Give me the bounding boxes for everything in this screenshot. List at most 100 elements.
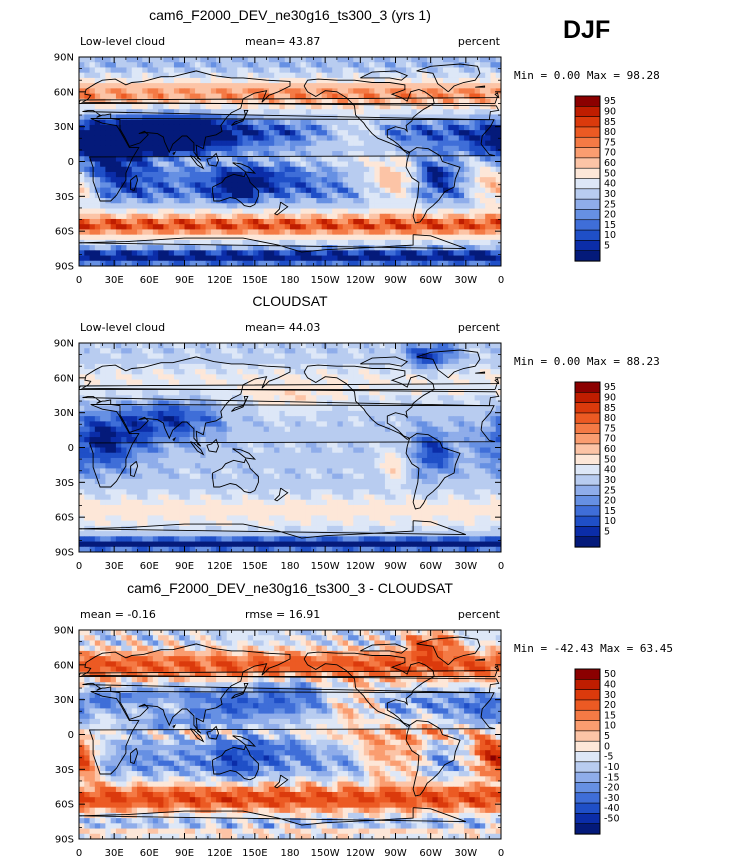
map-cell: [247, 400, 254, 407]
map-cell: [242, 405, 249, 412]
map-cell: [94, 119, 101, 126]
map-cell: [332, 353, 338, 360]
map-cell: [474, 416, 481, 422]
map-cell: [411, 224, 417, 230]
map-cell: [485, 353, 491, 360]
map-cell: [395, 171, 402, 178]
map-cell: [442, 57, 449, 63]
map-cell: [490, 114, 497, 121]
map-cell: [216, 379, 222, 386]
map-cell: [390, 416, 396, 422]
map-cell: [348, 358, 354, 365]
map-cell: [427, 77, 433, 84]
map-cell: [152, 192, 159, 199]
map-cell: [121, 177, 127, 183]
map-cell: [210, 379, 217, 386]
map-cell: [326, 224, 333, 230]
map-cell: [421, 67, 428, 74]
map-cell: [353, 239, 359, 246]
map-cell: [184, 384, 191, 391]
map-cell: [321, 416, 328, 422]
map-cell: [406, 187, 412, 194]
map-cell: [485, 177, 491, 183]
map-cell: [84, 77, 90, 84]
map-cell: [305, 395, 312, 401]
map-cell: [195, 384, 201, 391]
map-cell: [464, 93, 470, 100]
map-cell: [411, 83, 417, 89]
coastline: [360, 70, 409, 81]
map-cell: [363, 343, 370, 349]
map-cell: [400, 161, 407, 168]
map-cell: [485, 255, 491, 262]
map-cell: [242, 353, 249, 360]
map-cell: [284, 239, 291, 246]
map-cell: [121, 67, 127, 74]
map-cell: [353, 145, 359, 152]
map-cell: [342, 62, 349, 68]
map-cell: [300, 151, 307, 157]
map-cell: [137, 156, 143, 162]
map-cell: [421, 353, 428, 360]
map-cell: [421, 124, 428, 131]
map-cell: [353, 135, 359, 142]
map-cell: [474, 171, 481, 178]
map-cell: [311, 208, 317, 215]
map-cell: [485, 260, 491, 267]
map-cell: [100, 114, 106, 121]
map-cell: [432, 405, 439, 412]
map-cell: [79, 166, 85, 173]
map-cell: [126, 208, 133, 215]
map-cell: [94, 140, 101, 147]
map-cell: [453, 182, 460, 189]
map-cell: [437, 151, 444, 157]
map-cell: [89, 203, 96, 209]
map-cell: [469, 161, 476, 168]
map-cell: [205, 426, 212, 433]
map-cell: [374, 67, 381, 74]
map-cell: [247, 124, 254, 131]
map-cell: [226, 250, 233, 256]
map-cell: [179, 410, 185, 417]
map-cell: [411, 384, 417, 391]
map-cell: [316, 124, 323, 131]
map-cell: [216, 229, 222, 236]
map-cell: [100, 358, 106, 365]
map-cell: [406, 363, 412, 370]
map-cell: [163, 93, 170, 100]
map-cell: [179, 203, 185, 209]
map-cell: [469, 410, 476, 417]
map-cell: [163, 119, 170, 126]
map-cell: [390, 405, 396, 412]
map-cell: [158, 72, 164, 79]
map-cell: [453, 192, 460, 199]
map-cell: [353, 192, 359, 199]
map-cell: [242, 182, 249, 189]
map-cell: [421, 218, 428, 225]
map-cell: [184, 358, 191, 365]
map-cell: [295, 135, 301, 142]
map-cell: [231, 374, 238, 380]
map-cell: [110, 83, 117, 89]
map-cell: [205, 104, 212, 110]
map-cell: [458, 245, 465, 251]
map-cell: [369, 156, 375, 162]
map-cell: [284, 187, 291, 194]
map-cell: [263, 348, 270, 354]
map-cell: [216, 218, 222, 225]
map-cell: [210, 390, 217, 396]
map-cell: [295, 384, 301, 391]
map-cell: [305, 224, 312, 230]
map-cell: [353, 119, 359, 126]
map-cell: [485, 203, 491, 209]
map-cell: [406, 343, 412, 349]
map-cell: [216, 353, 222, 360]
map-cell: [406, 213, 412, 220]
map-cell: [121, 93, 127, 100]
map-cell: [490, 166, 497, 173]
map-cell: [321, 104, 328, 110]
map-cell: [290, 145, 296, 152]
map-cell: [142, 166, 148, 173]
map-cell: [469, 255, 476, 262]
map-cell: [337, 437, 344, 443]
